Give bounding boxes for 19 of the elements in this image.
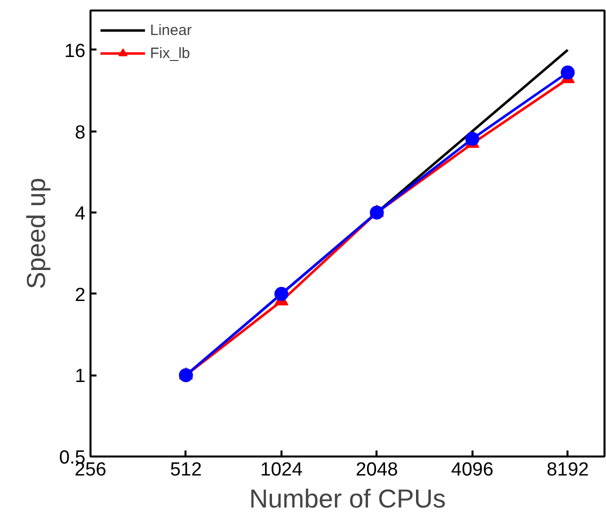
y-tick-label: 16 <box>64 40 86 62</box>
point <box>560 66 575 80</box>
x-tick-label: 2048 <box>356 460 398 480</box>
point <box>274 286 288 301</box>
x-tick-label: 8192 <box>546 460 589 480</box>
x-tick-label: 512 <box>170 460 202 480</box>
y-tick-label: 2 <box>74 284 86 306</box>
legend-label: Linear <box>150 22 192 38</box>
point <box>178 368 193 382</box>
y-tick-label: 8 <box>74 122 86 144</box>
x-axis-title: Number of CPUs <box>249 484 446 514</box>
y-tick-label: 1 <box>74 366 86 388</box>
legend-label: Fix_lb <box>150 44 190 62</box>
point <box>370 206 384 220</box>
point <box>465 132 480 146</box>
y-tick-label: 4 <box>74 204 86 225</box>
y-axis-title: Speed up <box>21 178 52 290</box>
x-tick-label: 1024 <box>260 460 303 480</box>
x-tick-label: 4096 <box>451 460 494 480</box>
